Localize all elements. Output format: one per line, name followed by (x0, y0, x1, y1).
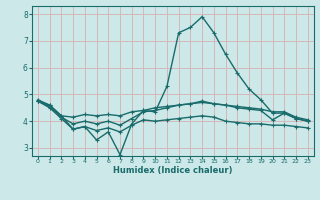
X-axis label: Humidex (Indice chaleur): Humidex (Indice chaleur) (113, 166, 233, 175)
